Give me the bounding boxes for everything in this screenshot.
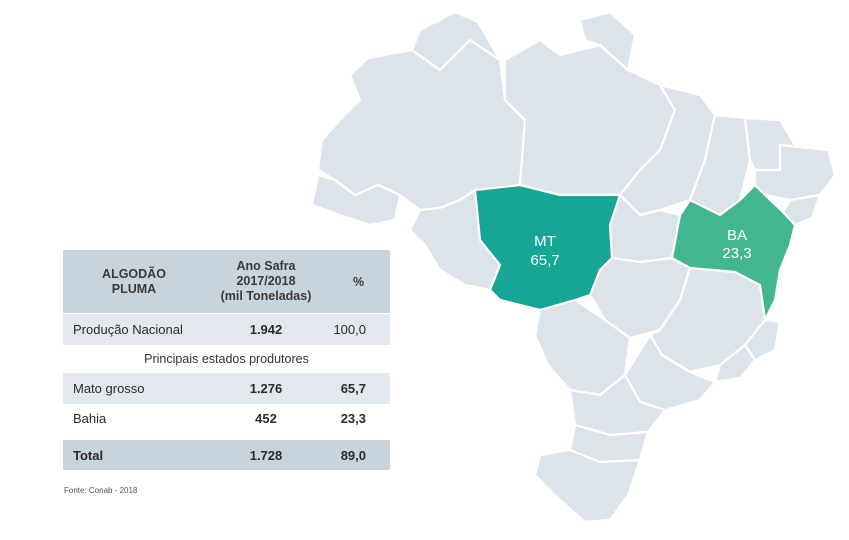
header-crop-line1: ALGODÃO [102,266,166,281]
header-year-line3: (mil Toneladas) [220,289,312,303]
ba-code-label: BA [727,227,747,244]
ba-value-label: 23,3 [722,245,751,262]
state-rs [533,448,642,524]
national-row: Produção Nacional 1.942 100,0 [63,314,390,345]
header-year-line2: 2017/2018 [236,274,296,288]
table-row-ba: Bahia 452 23,3 [63,404,390,432]
row-percent: 23,3 [340,410,366,426]
state-ba-highlight [670,183,797,324]
mt-value-label: 65,7 [530,252,559,269]
national-label: Produção Nacional [73,322,183,337]
state-al-se [781,193,822,227]
state-rj [713,343,757,384]
total-value: 1.728 [249,447,283,463]
total-row: Total 1.728 89,0 [63,440,390,470]
row-value: 452 [255,410,277,426]
mt-code-label: MT [534,233,556,250]
header-crop-line2: PLUMA [111,281,157,296]
header-year: Ano Safra 2017/2018 (mil Toneladas) [205,259,327,304]
state-am [316,38,527,212]
table-header: ALGODÃO PLUMA Ano Safra 2017/2018 (mil T… [63,250,390,313]
national-percent: 100,0 [333,322,366,337]
state-mt-highlight [473,183,622,312]
state-ap [578,10,637,72]
state-rr [410,10,502,72]
row-value: 1.276 [249,381,283,396]
header-year-line1: Ano Safra [236,259,296,273]
row-percent: 65,7 [340,381,366,396]
total-percent: 89,0 [340,447,366,463]
total-label: Total [73,447,104,463]
table-row-mt: Mato grosso 1.276 65,7 [63,373,390,404]
production-table: ALGODÃO PLUMA Ano Safra 2017/2018 (mil T… [63,250,390,470]
national-value: 1.942 [249,322,283,337]
state-es [743,318,782,362]
state-rn-pb-pe [753,143,837,202]
source-note: Fonte: Conab - 2018 [64,486,138,495]
row-label: Bahia [73,410,107,426]
table-subheader: Principais estados produtores [144,352,309,366]
state-ac [310,173,402,227]
row-label: Mato grosso [73,381,145,396]
header-crop: ALGODÃO PLUMA [63,267,205,297]
header-percent: % [352,274,365,289]
